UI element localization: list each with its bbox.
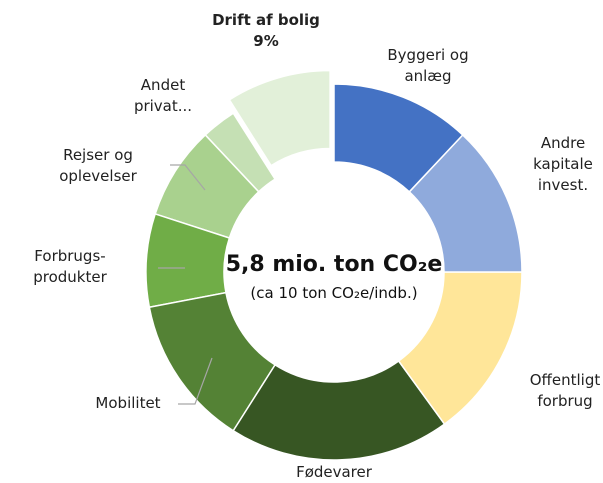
category-label: Forbrugs-produkter: [33, 247, 107, 286]
value-label: 9%: [253, 32, 279, 50]
donut-segment: [408, 133, 523, 273]
donut-segment: [154, 133, 260, 239]
donut-segment: [232, 359, 446, 461]
donut-segment: [145, 212, 231, 309]
donut-segment: [333, 83, 464, 193]
donut-segment: [397, 271, 523, 426]
leader-lines: [158, 164, 213, 405]
category-label: Offentligt forbrug: [529, 371, 601, 410]
leader-line: [178, 357, 213, 405]
chart-title: 5,8 mio. ton CO₂e: [225, 252, 443, 277]
category-label: Mobilitet: [95, 394, 161, 412]
category-label: Andet privat...: [133, 76, 193, 115]
category-label: Andre kapitale invest.: [533, 134, 593, 194]
donut-segment: [148, 291, 277, 432]
chart-subtitle: (ca 10 ton CO₂e/indb.): [250, 284, 418, 302]
category-label: Rejser og oplevelser: [59, 146, 137, 185]
category-label: Drift af bolig: [212, 11, 320, 29]
donut-segment: [228, 69, 331, 167]
leader-line: [170, 164, 206, 191]
donut-segment: [204, 112, 277, 193]
category-label: Fødevarer: [296, 463, 372, 481]
category-label: Byggeri og anlæg: [387, 46, 469, 85]
